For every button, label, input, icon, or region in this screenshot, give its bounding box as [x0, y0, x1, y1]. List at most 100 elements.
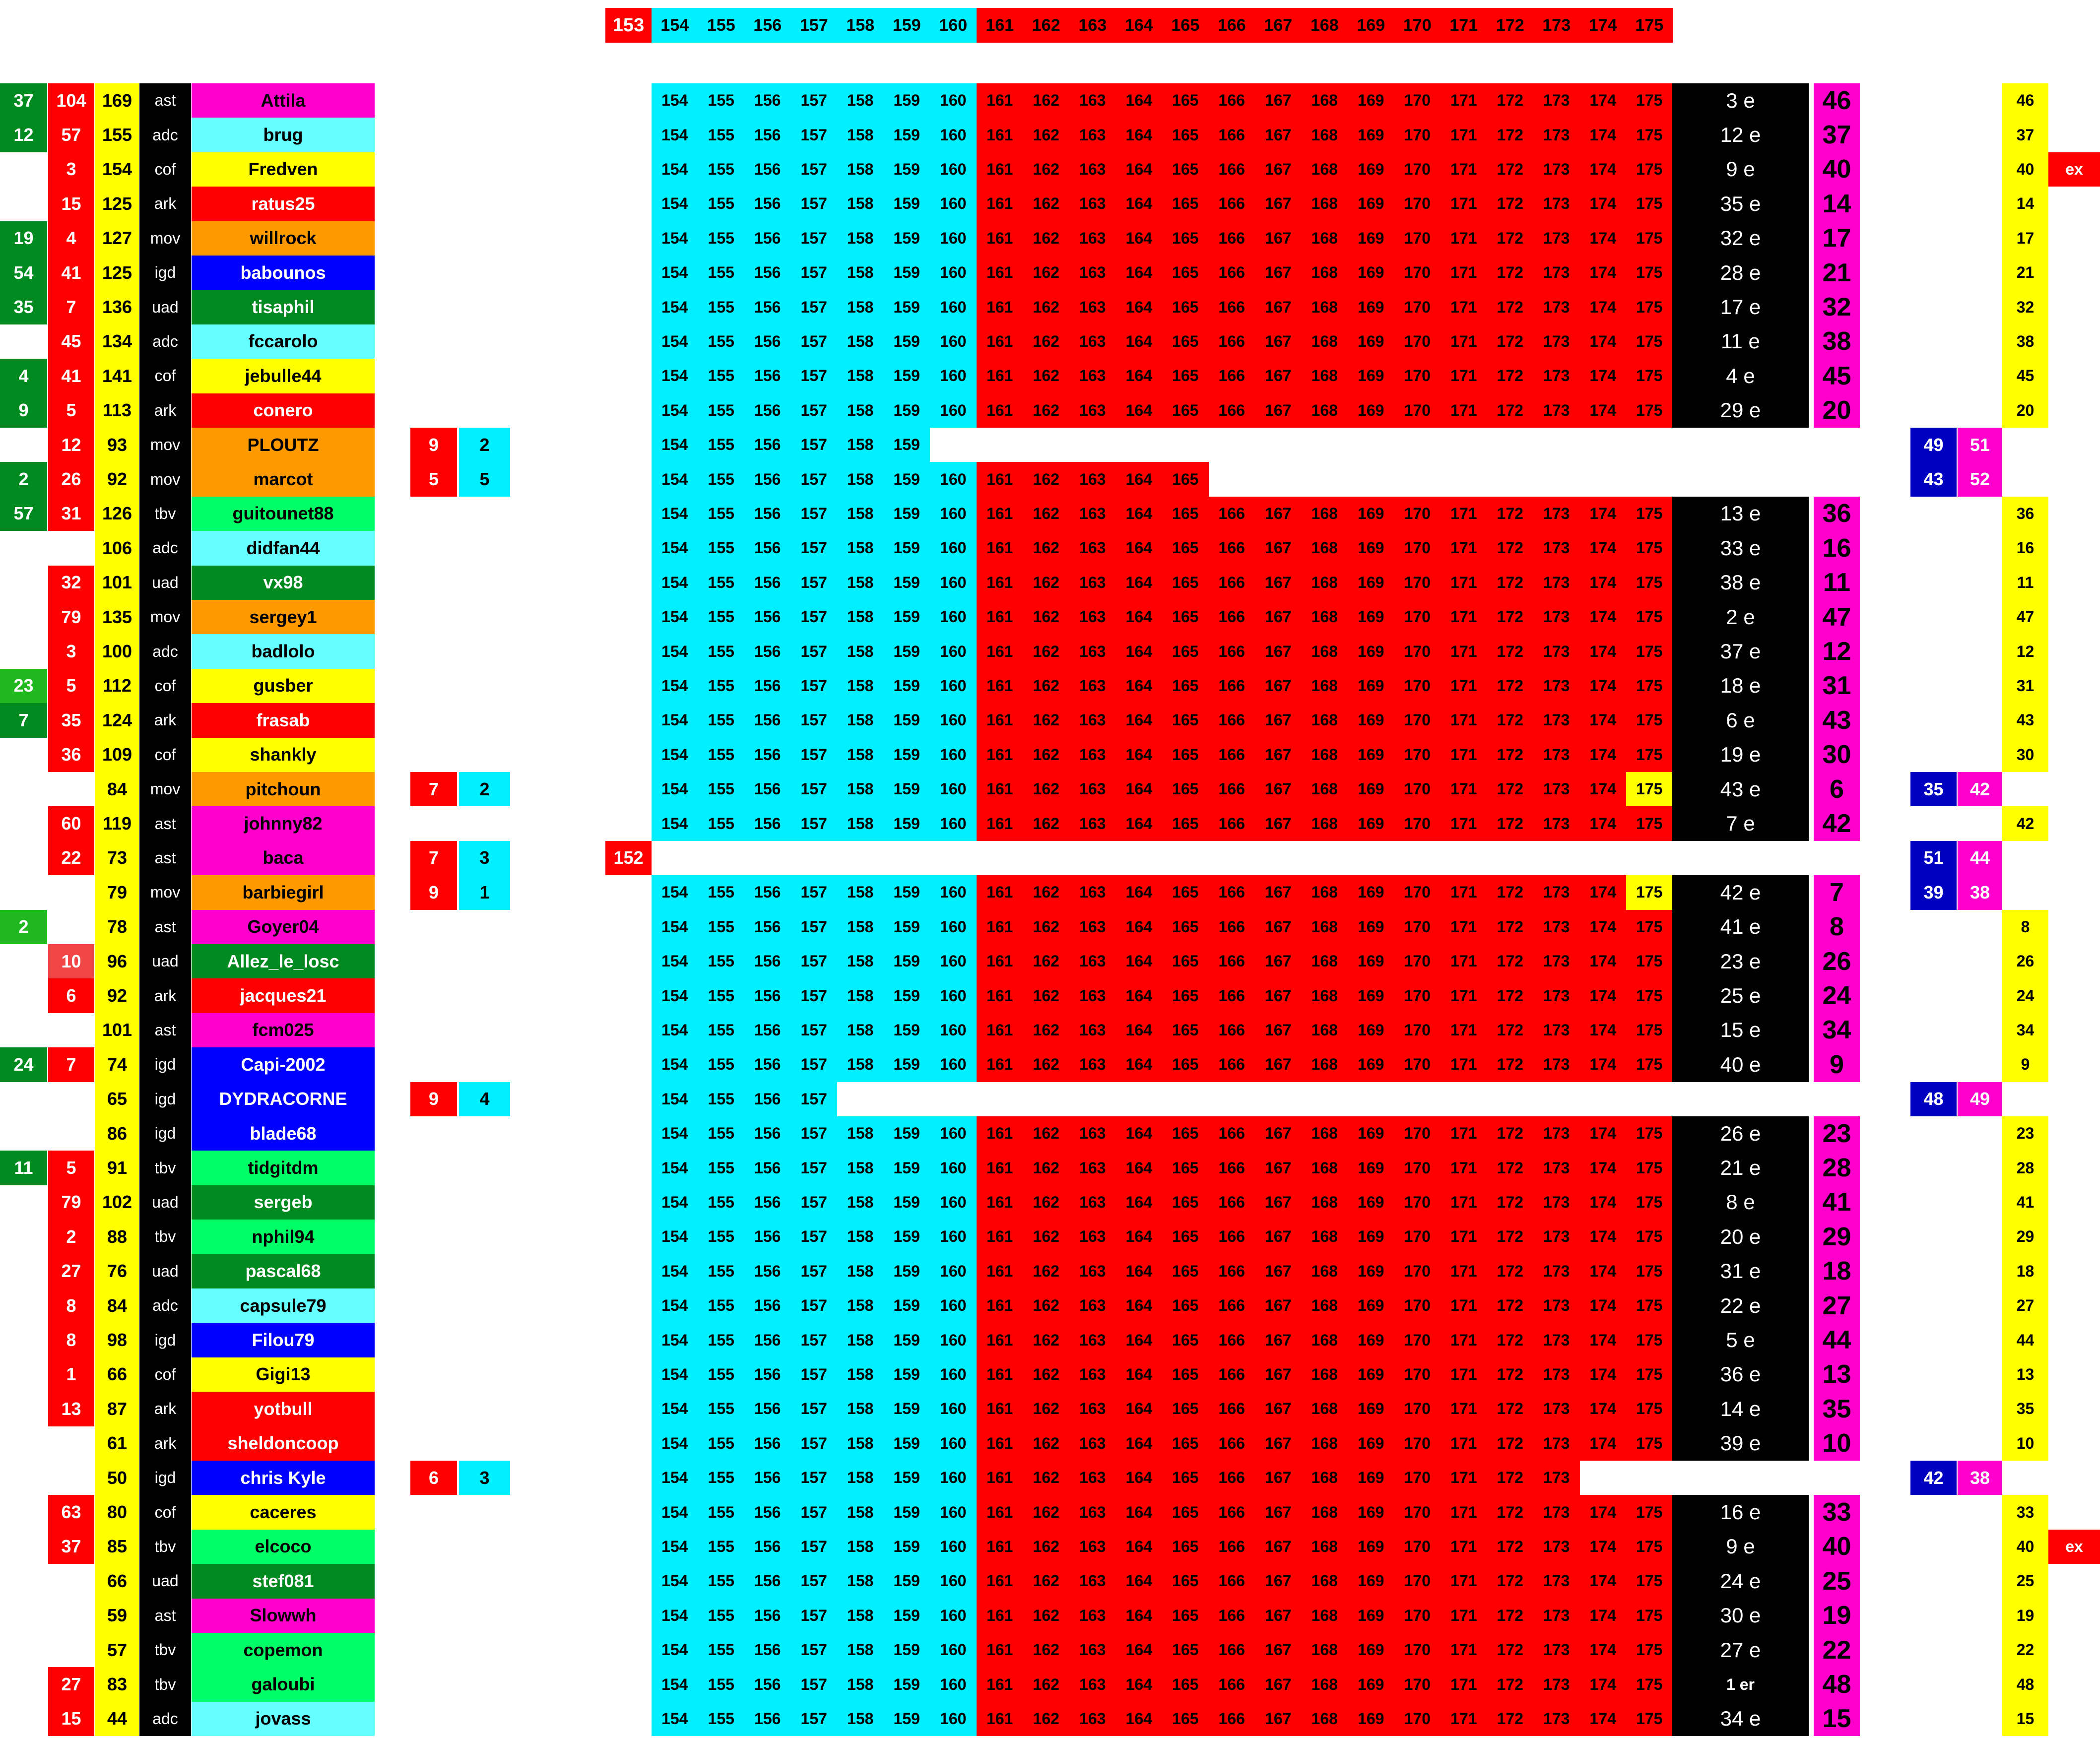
- race-red-cell: 167: [1255, 634, 1302, 669]
- race-cyan-cell: 156: [744, 1529, 791, 1564]
- race-red-cell: 174: [1579, 600, 1626, 635]
- race-red-cell: 169: [1348, 1598, 1394, 1633]
- race-red-cell: 166: [1208, 806, 1255, 841]
- race-cyan-cell: 160: [930, 496, 977, 531]
- points-cell: 21: [1814, 256, 1860, 290]
- race-red-cell: 163: [1069, 978, 1116, 1013]
- race-cyan-cell: 159: [883, 83, 930, 118]
- rank-cell: 6 e: [1672, 703, 1809, 738]
- race-red-cell: 162: [1023, 1254, 1069, 1288]
- green-count: 4: [0, 359, 47, 393]
- race-cyan-cell: 154: [652, 359, 698, 393]
- race-cyan-cell: 154: [652, 1013, 698, 1048]
- rank-cell: 14 e: [1672, 1392, 1809, 1426]
- race-red-cell: 166: [1208, 1495, 1255, 1530]
- red-count: 32: [48, 565, 94, 600]
- player-name: jebulle44: [192, 359, 375, 393]
- stat-a: 7: [410, 772, 457, 807]
- race-red-cell: 173: [1533, 1667, 1580, 1702]
- team-code: ark: [139, 978, 191, 1013]
- race-cyan-cell: 160: [930, 221, 977, 256]
- race-red-cell: 164: [1116, 703, 1162, 738]
- race-red-cell: 168: [1301, 83, 1348, 118]
- race-red-cell: 171: [1441, 944, 1487, 979]
- race-cyan-cell: 160: [930, 1220, 977, 1254]
- race-cyan-cell: 158: [837, 978, 884, 1013]
- race-red-cell: 164: [1116, 1357, 1162, 1392]
- race-red-cell: 175: [1626, 737, 1673, 772]
- race-red-cell: 164: [1116, 1564, 1162, 1599]
- race-cyan-cell: 154: [652, 1116, 698, 1151]
- race-cyan-cell: 160: [930, 1013, 977, 1048]
- race-cyan-cell: 156: [744, 324, 791, 359]
- race-red-cell: 174: [1579, 496, 1626, 531]
- race-red-cell: 165: [1162, 1254, 1209, 1288]
- race-red-cell: 171: [1441, 1047, 1487, 1082]
- race-red-cell: 165: [1162, 1564, 1209, 1599]
- race-red-cell: 175: [1626, 1701, 1673, 1737]
- race-red-cell: 162: [1023, 1667, 1069, 1702]
- right-points: 41: [2002, 1185, 2048, 1220]
- stat-b: 3: [459, 840, 510, 876]
- points-cell: 31: [1814, 668, 1860, 704]
- race-cyan-cell: 158: [837, 1116, 884, 1151]
- race-red-cell: 165: [1162, 324, 1209, 359]
- race-cyan-cell: 158: [837, 1151, 884, 1185]
- race-red-cell: 174: [1579, 1564, 1626, 1599]
- race-red-cell: 171: [1441, 152, 1487, 187]
- race-cyan-cell: 159: [883, 359, 930, 393]
- race-red-cell: 162: [1023, 1426, 1069, 1461]
- race-cyan-cell: 160: [930, 565, 977, 600]
- race-cyan-cell: 156: [744, 152, 791, 187]
- right-points: 30: [2002, 737, 2048, 772]
- race-cyan-cell: 159: [883, 118, 930, 152]
- red-count: 41: [48, 256, 94, 290]
- green-count: 57: [0, 496, 47, 531]
- race-red-cell: 170: [1394, 1392, 1441, 1426]
- race-cyan-cell: 157: [790, 531, 837, 566]
- right-points: 42: [2002, 806, 2048, 841]
- race-red-cell: 164: [1116, 772, 1162, 807]
- race-red-cell: 173: [1533, 600, 1580, 635]
- race-red-cell: 166: [1208, 1633, 1255, 1668]
- race-red-cell: 168: [1301, 1254, 1348, 1288]
- points-cell: 27: [1814, 1288, 1860, 1323]
- race-red-cell: 175: [1626, 703, 1673, 738]
- race-cyan-cell: 155: [698, 1357, 744, 1392]
- race-red-cell: 169: [1348, 1461, 1394, 1495]
- race-red-cell: 171: [1441, 1254, 1487, 1288]
- right-points: 40: [2002, 1529, 2048, 1564]
- race-red-cell: 166: [1208, 1564, 1255, 1599]
- race-red-cell: 175: [1626, 1357, 1673, 1392]
- race-red-cell: 175: [1626, 944, 1673, 979]
- race-red-cell: 161: [977, 909, 1023, 944]
- race-cyan-cell: 159: [883, 1013, 930, 1048]
- race-cyan-cell: 159: [883, 806, 930, 841]
- race-red-cell: 170: [1394, 1323, 1441, 1357]
- race-red-cell: 170: [1394, 634, 1441, 669]
- race-red-cell: 171: [1441, 1598, 1487, 1633]
- race-red-cell: 169: [1348, 1529, 1394, 1564]
- rank-cell: 9 e: [1672, 152, 1809, 187]
- race-red-cell: 161: [977, 772, 1023, 807]
- race-red-cell: 163: [1069, 1254, 1116, 1288]
- race-red-cell: 175: [1626, 1426, 1673, 1461]
- race-red-cell: 171: [1441, 1426, 1487, 1461]
- race-cyan-cell: 156: [744, 187, 791, 221]
- race-red-cell: 165: [1162, 1495, 1209, 1530]
- race-cyan-cell: 154: [652, 772, 698, 807]
- race-cyan-cell: 155: [698, 428, 744, 462]
- race-red-cell: 161: [977, 83, 1023, 118]
- race-red-cell: 170: [1394, 290, 1441, 324]
- race-cyan-cell: 155: [698, 1185, 744, 1220]
- race-red-cell: 167: [1255, 944, 1302, 979]
- race-cyan-cell: 154: [652, 634, 698, 669]
- right-points: 20: [2002, 393, 2048, 428]
- race-red-cell: 164: [1116, 462, 1162, 497]
- race-red-cell: 161: [977, 1357, 1023, 1392]
- race-red-cell: 173: [1533, 1495, 1580, 1530]
- race-red-cell: 165: [1162, 393, 1209, 428]
- race-cyan-cell: 154: [652, 978, 698, 1013]
- race-red-cell: 169: [1348, 1667, 1394, 1702]
- race-red-cell: 173: [1533, 531, 1580, 566]
